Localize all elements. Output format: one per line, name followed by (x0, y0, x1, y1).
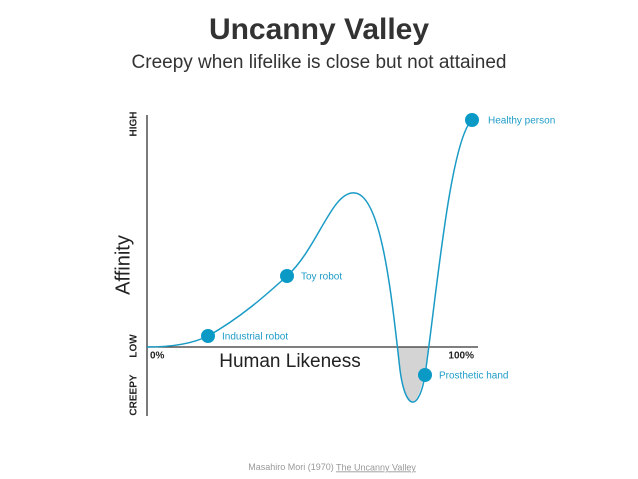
x-start: 0% (150, 351, 165, 362)
valley-shade (397, 347, 428, 403)
y-low: LOW (129, 334, 140, 358)
point (280, 269, 294, 283)
y-high: HIGH (129, 112, 140, 137)
footer-link[interactable]: The Uncanny Valley (336, 462, 416, 472)
point-label: Prosthetic hand (439, 371, 509, 382)
subtitle: Creepy when lifelike is close but not at… (132, 52, 507, 73)
point-label: Toy robot (301, 272, 342, 283)
x-end: 100% (448, 351, 474, 362)
footer-author: Masahiro Mori (1970) (248, 462, 334, 472)
y-label: Affinity (112, 235, 134, 295)
footer: Masahiro Mori (1970) (248, 462, 334, 472)
point (418, 368, 432, 382)
y-creepy: CREEPY (129, 374, 140, 415)
point-label: Healthy person (488, 116, 555, 127)
curve (146, 119, 473, 403)
point-label: Industrial robot (222, 332, 288, 343)
title: Uncanny Valley (209, 13, 429, 46)
point (201, 329, 215, 343)
x-label: Human Likeness (219, 351, 361, 372)
point (465, 113, 479, 127)
